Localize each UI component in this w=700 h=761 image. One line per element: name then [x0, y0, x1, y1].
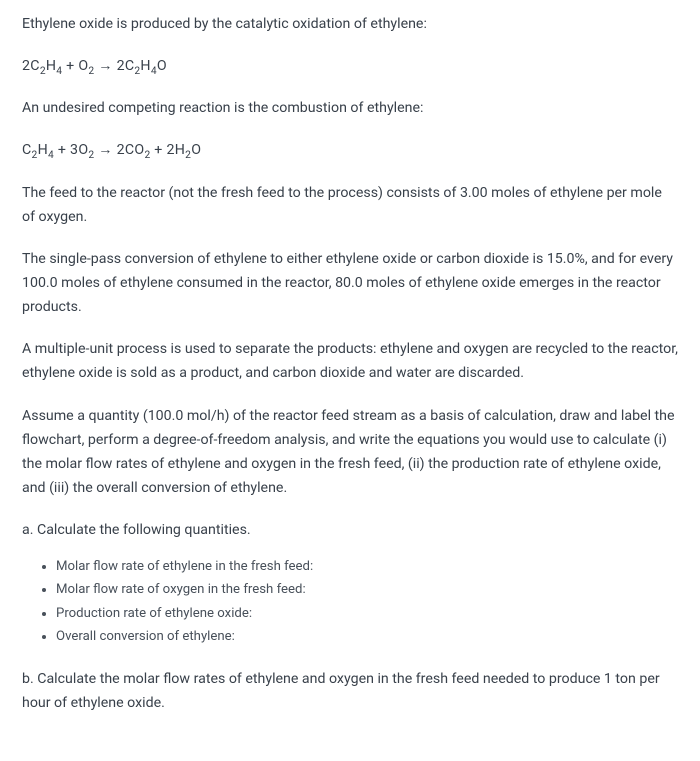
list-item: Production rate of ethylene oxide: [56, 603, 678, 624]
feed-paragraph: The feed to the reactor (not the fresh f… [22, 181, 678, 229]
intro-paragraph-2: An undesired competing reaction is the c… [22, 96, 678, 120]
list-item: Molar flow rate of oxygen in the fresh f… [56, 579, 678, 600]
part-a-list: Molar flow rate of ethylene in the fresh… [22, 556, 678, 647]
process-paragraph: A multiple-unit process is used to separ… [22, 337, 678, 385]
part-b-label: b. Calculate the molar flow rates of eth… [22, 667, 678, 715]
conversion-paragraph: The single-pass conversion of ethylene t… [22, 247, 678, 319]
part-a-label: a. Calculate the following quantities. [22, 518, 678, 542]
list-item: Molar flow rate of ethylene in the fresh… [56, 556, 678, 577]
equation-1: 2C2H4 + O2 → 2C2H4O [22, 54, 678, 78]
list-item: Overall conversion of ethylene: [56, 626, 678, 647]
assumption-paragraph: Assume a quantity (100.0 mol/h) of the r… [22, 404, 678, 501]
intro-paragraph-1: Ethylene oxide is produced by the cataly… [22, 12, 678, 36]
equation-2: C2H4 + 3O2 → 2CO2 + 2H2O [22, 138, 678, 162]
